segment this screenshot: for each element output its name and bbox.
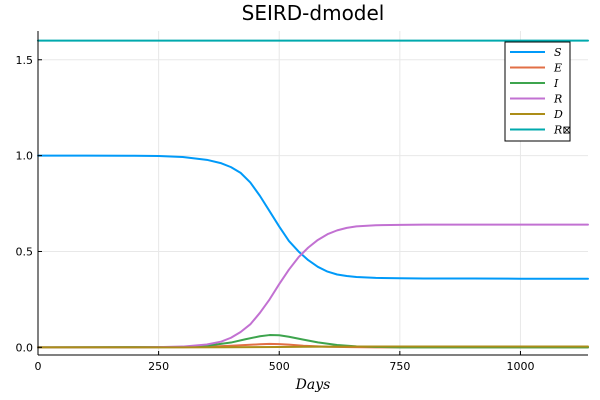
chart-title: SEIRD-dmodel: [242, 1, 385, 25]
legend-label: R: [553, 93, 562, 106]
axes: 0 250 500 750 1000 0.0 0.5 1.0 1.5: [16, 31, 588, 373]
legend-label: I: [553, 77, 559, 90]
legend-label: R⊠: [553, 124, 572, 137]
legend-label: E: [553, 62, 562, 75]
series-line-D: [37, 345, 589, 349]
legend-label: D: [553, 108, 563, 121]
x-tick-label: 1000: [506, 360, 534, 373]
legend-label: S: [554, 46, 562, 59]
series-line-R: [37, 223, 589, 349]
legend-box: [504, 41, 571, 142]
y-tick-label: 1.0: [16, 150, 34, 163]
legend: SEIRD R⊠: [504, 41, 572, 142]
x-tick-label: 250: [148, 360, 169, 373]
y-tick-label: 1.5: [16, 54, 34, 67]
y-tick-label: 0.0: [16, 341, 34, 354]
series-lines: [37, 39, 589, 349]
y-tick-label: 0.5: [16, 245, 34, 258]
x-tick-label: 0: [35, 360, 42, 373]
x-axis-label: Days: [295, 377, 331, 393]
x-tick-label: 750: [389, 360, 410, 373]
x-tick-label: 500: [269, 360, 290, 373]
series-line-S: [37, 154, 589, 280]
